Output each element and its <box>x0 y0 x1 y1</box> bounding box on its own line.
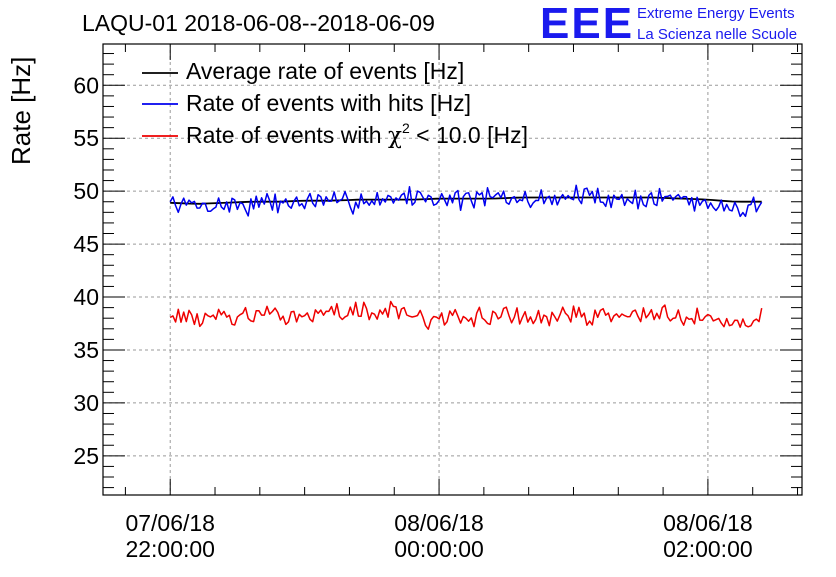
y-tick-label: 45 <box>73 231 99 257</box>
chi-superscript: 2 <box>402 120 410 136</box>
brand-line-2: La Scienza nelle Scuole <box>637 26 797 43</box>
legend: Average rate of events [Hz] Rate of even… <box>142 58 528 149</box>
chart-title: LAQU-01 2018-06-08--2018-06-09 <box>82 10 435 36</box>
y-axis-label: Rate [Hz] <box>6 57 36 165</box>
chi-symbol: χ <box>388 123 402 149</box>
legend-label-chi: Rate of events with χ2 < 10.0 [Hz] <box>186 120 528 149</box>
eee-logo: EEE Extreme Energy Events La Scienza nel… <box>540 0 797 48</box>
eee-logo-text: EEE <box>540 0 634 48</box>
y-tick-label: 25 <box>73 443 99 469</box>
x-tick-label-time: 00:00:00 <box>394 536 484 562</box>
series-line-hits <box>169 184 763 218</box>
y-tick-label: 30 <box>73 390 99 416</box>
plot-frame <box>102 43 803 496</box>
x-tick-label-date: 07/06/18 <box>125 510 215 536</box>
y-tick-label: 40 <box>73 284 99 310</box>
brand-line-1: Extreme Energy Events <box>637 5 795 22</box>
series-line-chi <box>169 300 763 330</box>
legend-label-chi-pre: Rate of events with <box>186 122 388 148</box>
x-tick-label-time: 02:00:00 <box>663 536 753 562</box>
series-line-avg <box>170 196 762 205</box>
y-tick-label: 35 <box>73 337 99 363</box>
y-tick-label: 60 <box>73 72 99 98</box>
x-tick-label-date: 08/06/18 <box>394 510 484 536</box>
legend-label-chi-post: < 10.0 [Hz] <box>410 122 528 148</box>
plot-border <box>102 43 803 496</box>
y-axis: 25 30 35 40 45 50 55 60 <box>73 53 802 489</box>
grid-lines <box>103 44 802 495</box>
legend-label-avg: Average rate of events [Hz] <box>186 58 464 84</box>
x-axis: 07/06/1822:00:0008/06/1800:00:0008/06/18… <box>124 44 799 562</box>
series-group <box>169 184 763 330</box>
legend-label-hits: Rate of events with hits [Hz] <box>186 90 471 116</box>
y-tick-label: 55 <box>73 125 99 151</box>
x-tick-label-date: 08/06/18 <box>663 510 753 536</box>
x-tick-label-time: 22:00:00 <box>125 536 215 562</box>
y-tick-label: 50 <box>73 178 99 204</box>
